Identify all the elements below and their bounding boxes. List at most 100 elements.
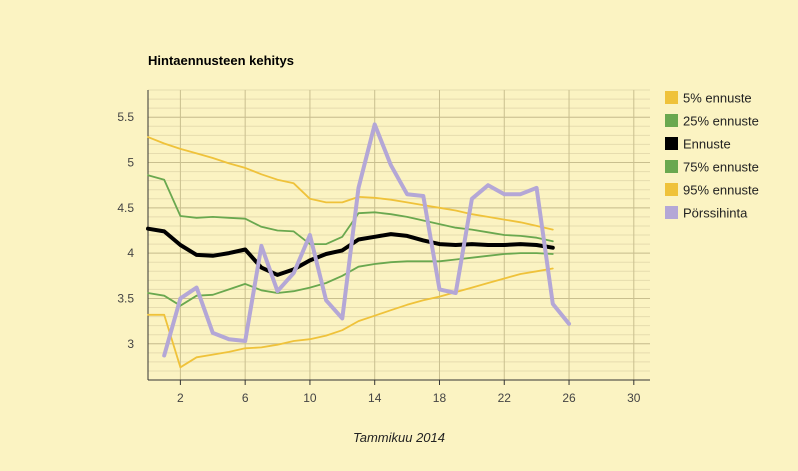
data-point bbox=[164, 231, 165, 232]
data-point bbox=[261, 226, 262, 227]
data-point bbox=[228, 253, 229, 254]
y-tick-label: 3.5 bbox=[117, 291, 134, 305]
series-5 bbox=[162, 122, 571, 358]
data-point bbox=[552, 253, 553, 254]
data-point bbox=[406, 261, 407, 262]
data-point bbox=[423, 300, 424, 301]
legend-swatch bbox=[665, 91, 678, 104]
data-point bbox=[374, 236, 375, 237]
axis-layer: 33.544.555.52 6 10 14 18 22 26 30 bbox=[117, 90, 650, 405]
data-point bbox=[536, 187, 537, 188]
legend-label: 25% ennuste bbox=[683, 114, 759, 129]
data-point bbox=[245, 218, 246, 219]
data-point bbox=[245, 340, 246, 341]
data-point bbox=[180, 215, 181, 216]
series-line bbox=[147, 174, 554, 246]
data-point bbox=[228, 163, 229, 164]
data-point bbox=[520, 273, 521, 274]
data-point bbox=[309, 287, 310, 288]
legend-label: Pörssihinta bbox=[683, 206, 748, 221]
x-tick-label: 30 bbox=[627, 391, 641, 405]
data-point bbox=[245, 348, 246, 349]
data-point bbox=[147, 228, 148, 229]
data-point bbox=[326, 243, 327, 244]
x-axis-label: Tammikuu 2014 bbox=[353, 430, 445, 445]
data-point bbox=[423, 261, 424, 262]
data-point bbox=[342, 275, 343, 276]
legend-item: Ennuste bbox=[665, 137, 731, 152]
data-point bbox=[261, 174, 262, 175]
data-point bbox=[358, 266, 359, 267]
data-point bbox=[487, 244, 488, 245]
data-point bbox=[471, 229, 472, 230]
data-point bbox=[504, 219, 505, 220]
data-point bbox=[261, 290, 262, 291]
data-point bbox=[390, 233, 391, 234]
data-point bbox=[487, 232, 488, 233]
data-point bbox=[180, 244, 181, 245]
legend-item: Pörssihinta bbox=[665, 206, 748, 221]
data-point bbox=[423, 195, 424, 196]
data-point bbox=[552, 229, 553, 230]
data-point bbox=[342, 236, 343, 237]
data-point bbox=[277, 344, 278, 345]
legend-item: 95% ennuste bbox=[665, 183, 759, 198]
legend-swatch bbox=[665, 114, 678, 127]
data-point bbox=[487, 216, 488, 217]
data-point bbox=[293, 183, 294, 184]
data-point bbox=[504, 278, 505, 279]
data-point bbox=[536, 237, 537, 238]
data-point bbox=[358, 320, 359, 321]
data-point bbox=[358, 239, 359, 240]
data-point bbox=[212, 294, 213, 295]
y-tick-label: 3 bbox=[127, 337, 134, 351]
data-point bbox=[439, 207, 440, 208]
legend-label: 5% ennuste bbox=[683, 91, 752, 106]
data-point bbox=[342, 250, 343, 251]
data-point bbox=[164, 143, 165, 144]
series-line bbox=[147, 136, 554, 231]
data-point bbox=[439, 261, 440, 262]
data-point bbox=[374, 197, 375, 198]
data-point bbox=[277, 274, 278, 275]
data-point bbox=[374, 124, 375, 125]
data-point bbox=[552, 241, 553, 242]
data-point bbox=[358, 187, 359, 188]
legend-item: 5% ennuste bbox=[665, 91, 752, 106]
legend-item: 25% ennuste bbox=[665, 114, 759, 129]
data-point bbox=[568, 323, 569, 324]
data-point bbox=[147, 137, 148, 138]
data-point bbox=[455, 210, 456, 211]
data-point bbox=[455, 227, 456, 228]
data-point bbox=[374, 212, 375, 213]
data-point bbox=[261, 267, 262, 268]
data-point bbox=[504, 244, 505, 245]
y-tick-label: 5.5 bbox=[117, 110, 134, 124]
data-point bbox=[164, 355, 165, 356]
data-point bbox=[277, 179, 278, 180]
data-point bbox=[277, 291, 278, 292]
data-point bbox=[439, 296, 440, 297]
legend-label: Ennuste bbox=[683, 137, 731, 152]
x-tick-label: 2 bbox=[177, 391, 184, 405]
y-tick-label: 5 bbox=[127, 156, 134, 170]
data-point bbox=[374, 263, 375, 264]
data-point bbox=[228, 339, 229, 340]
data-point bbox=[487, 255, 488, 256]
data-point bbox=[520, 222, 521, 223]
data-point bbox=[390, 262, 391, 263]
data-point bbox=[439, 289, 440, 290]
data-point bbox=[196, 295, 197, 296]
series-line bbox=[147, 267, 554, 369]
data-point bbox=[212, 354, 213, 355]
legend-swatch bbox=[665, 160, 678, 173]
data-point bbox=[390, 214, 391, 215]
data-point bbox=[471, 257, 472, 258]
legend-label: 95% ennuste bbox=[683, 183, 759, 198]
data-point bbox=[455, 259, 456, 260]
data-point bbox=[293, 231, 294, 232]
data-point bbox=[245, 249, 246, 250]
data-point bbox=[293, 272, 294, 273]
